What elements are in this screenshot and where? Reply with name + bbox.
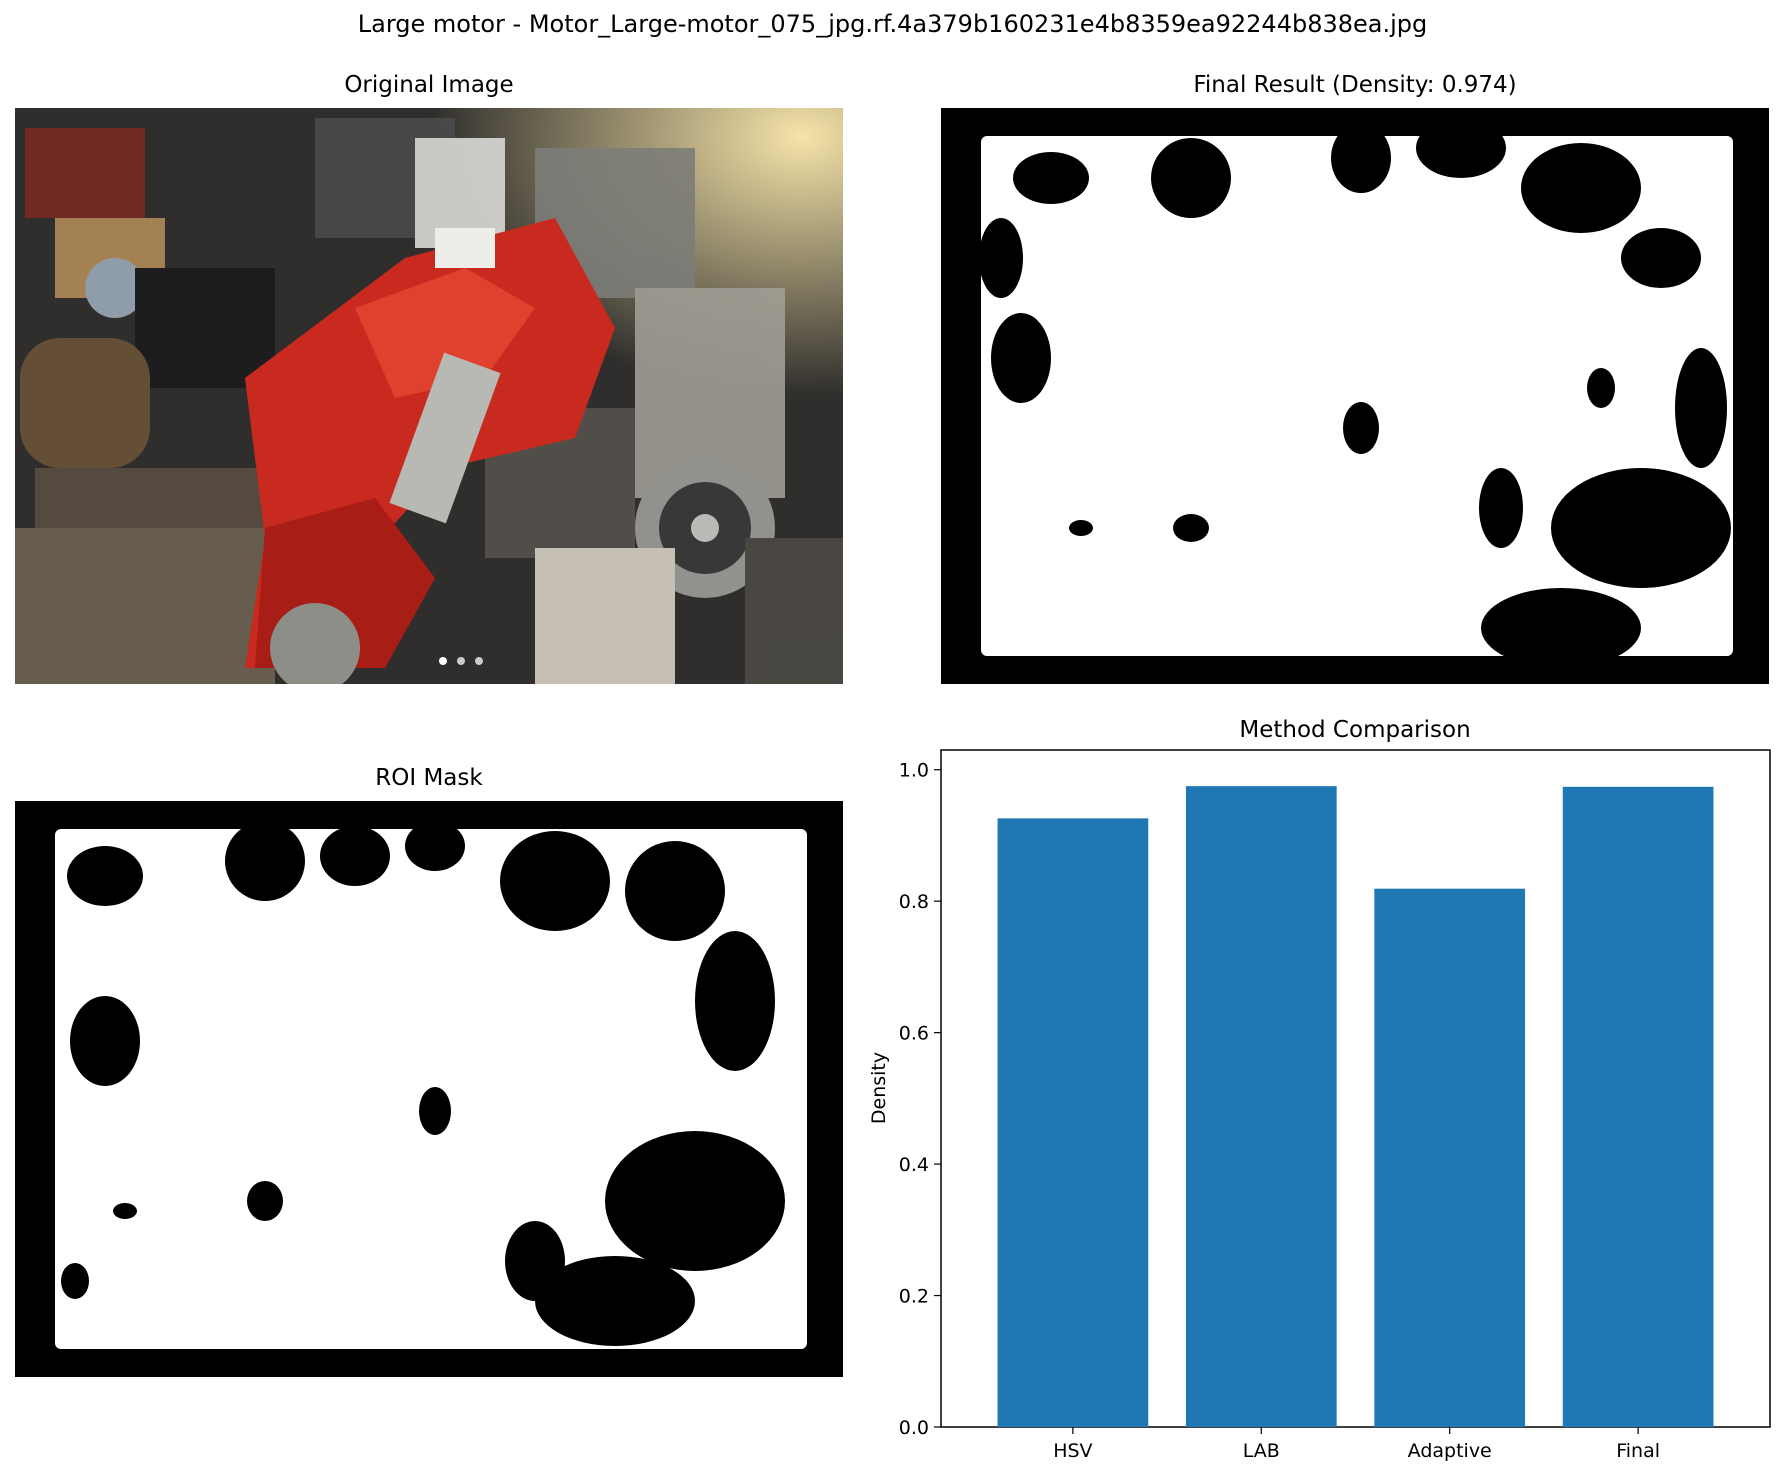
final-result-mask [941, 108, 1769, 684]
y-tick-label: 0.4 [899, 1154, 929, 1176]
roi-mask-art [15, 801, 843, 1377]
figure-title: Large motor - Motor_Large-motor_075_jpg.… [357, 10, 1428, 38]
roi-mask-title: ROI Mask [375, 765, 483, 791]
bar-adaptive [1374, 888, 1526, 1427]
bars-group [997, 786, 1714, 1427]
original-image-art [15, 108, 843, 684]
original-image-title: Original Image [344, 72, 514, 98]
x-tick-label: Adaptive [1408, 1440, 1492, 1462]
bar-lab [1185, 786, 1337, 1427]
bar-hsv [997, 818, 1149, 1427]
final-result-mask-art [941, 108, 1769, 684]
y-tick-label: 0.2 [899, 1286, 929, 1308]
x-tick-label: Final [1616, 1440, 1660, 1462]
x-tick-label: LAB [1243, 1440, 1280, 1462]
chart-title: Method Comparison [1239, 717, 1470, 743]
x-axis: HSV LAB Adaptive Final [1053, 1427, 1660, 1462]
final-result-title: Final Result (Density: 0.974) [1193, 72, 1517, 98]
bar-final [1562, 786, 1714, 1427]
x-tick-label: HSV [1053, 1440, 1092, 1462]
y-tick-label: 0.8 [899, 891, 929, 913]
y-axis-label: Density [868, 1052, 890, 1124]
y-tick-label: 0.6 [899, 1023, 929, 1045]
original-image [15, 108, 843, 684]
y-tick-label: 0.0 [899, 1417, 929, 1439]
roi-mask [15, 801, 843, 1377]
y-tick-label: 1.0 [899, 760, 929, 782]
y-axis: 0.0 0.2 0.4 0.6 0.8 1.0 [899, 760, 941, 1439]
plot-area [940, 749, 1771, 1428]
